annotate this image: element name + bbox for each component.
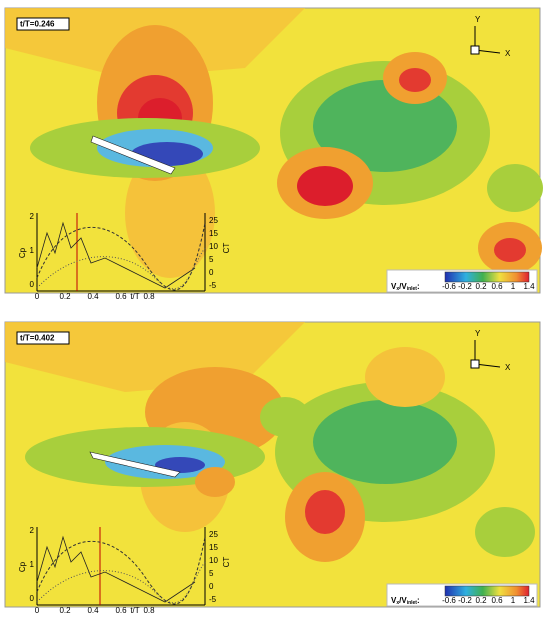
inset-right-tick-label: 25	[209, 530, 218, 539]
inset-x-tick-label: 0.6	[115, 292, 127, 301]
inset-x-label: t/T	[130, 292, 139, 301]
inset-right-tick-label: 5	[209, 569, 214, 578]
inset-right-tick-label: 10	[209, 242, 218, 251]
inset-right-tick-label: 15	[209, 543, 218, 552]
contour-region	[365, 347, 445, 407]
axis-triad	[471, 360, 479, 368]
contour-region	[487, 164, 543, 212]
inset-right-tick-label: 0	[209, 582, 214, 591]
inset-right-tick-label: 5	[209, 255, 214, 264]
inset-left-tick-label: 1	[30, 560, 35, 569]
inset-x-tick-label: 0.8	[143, 606, 155, 615]
colorbar-tick-label: 0.2	[475, 282, 487, 291]
contour-region	[399, 68, 431, 92]
inset-right-tick-label: -5	[209, 281, 217, 290]
axis-triad-label: Y	[475, 329, 481, 338]
time-label: t/T=0.402	[20, 334, 55, 343]
inset-left-tick-label: 0	[30, 280, 35, 289]
colorbar-tick-label: 1.4	[523, 596, 535, 605]
inset-x-label: t/T	[130, 606, 139, 615]
inset-x-tick-label: 0	[35, 292, 40, 301]
contour-region	[494, 238, 526, 262]
axis-triad	[471, 46, 479, 54]
axis-triad-label: Y	[475, 15, 481, 24]
colorbar	[445, 586, 529, 596]
colorbar-tick-label: 1.4	[523, 282, 535, 291]
contour-region	[260, 397, 310, 437]
inset-right-tick-label: 10	[209, 556, 218, 565]
inset-right-tick-label: -5	[209, 595, 217, 604]
time-label: t/T=0.246	[20, 20, 55, 29]
inset-x-tick-label: 0.4	[87, 292, 99, 301]
contour-region	[297, 166, 353, 206]
axis-triad-label: X	[505, 363, 511, 372]
inset-right-label: CT	[222, 243, 231, 254]
contour-region	[313, 400, 457, 484]
colorbar-label-part: inlet	[407, 286, 418, 292]
axis-triad-label: X	[505, 49, 511, 58]
colorbar-tick-label: -0.6	[442, 596, 456, 605]
colorbar-tick-label: -0.6	[442, 282, 456, 291]
inset-right-tick-label: 15	[209, 229, 218, 238]
page: t/T=0.246YX00.20.40.60.8t/T21025151050-5…	[0, 0, 545, 626]
figure: t/T=0.246YX00.20.40.60.8t/T21025151050-5…	[0, 0, 545, 626]
colorbar-tick-label: 0.6	[491, 596, 503, 605]
inset-left-tick-label: 2	[30, 212, 35, 221]
contour-region	[195, 467, 235, 497]
inset-x-tick-label: 0.4	[87, 606, 99, 615]
colorbar-tick-label: 0.2	[475, 596, 487, 605]
inset-left-tick-label: 1	[30, 246, 35, 255]
inset-left-tick-label: 0	[30, 594, 35, 603]
contour-region	[305, 490, 345, 534]
inset-left-tick-label: 2	[30, 526, 35, 535]
inset-right-tick-label: 25	[209, 216, 218, 225]
inset-x-tick-label: 0.8	[143, 292, 155, 301]
colorbar-label-part: inlet	[407, 600, 418, 606]
colorbar-label-part: :	[417, 282, 420, 291]
colorbar-tick-label: -0.2	[458, 282, 472, 291]
inset-x-tick-label: 0.2	[59, 606, 71, 615]
inset-x-tick-label: 0	[35, 606, 40, 615]
colorbar-tick-label: -0.2	[458, 596, 472, 605]
colorbar	[445, 272, 529, 282]
inset-x-tick-label: 0.6	[115, 606, 127, 615]
inset-right-tick-label: 0	[209, 268, 214, 277]
inset-left-label: Cp	[18, 247, 27, 258]
inset-left-label: Cp	[18, 561, 27, 572]
inset-x-tick-label: 0.2	[59, 292, 71, 301]
colorbar-tick-label: 1	[511, 596, 516, 605]
colorbar-tick-label: 1	[511, 282, 516, 291]
colorbar-tick-label: 0.6	[491, 282, 503, 291]
colorbar-label-part: :	[417, 596, 420, 605]
inset-right-label: CT	[222, 557, 231, 568]
contour-region	[475, 507, 535, 557]
